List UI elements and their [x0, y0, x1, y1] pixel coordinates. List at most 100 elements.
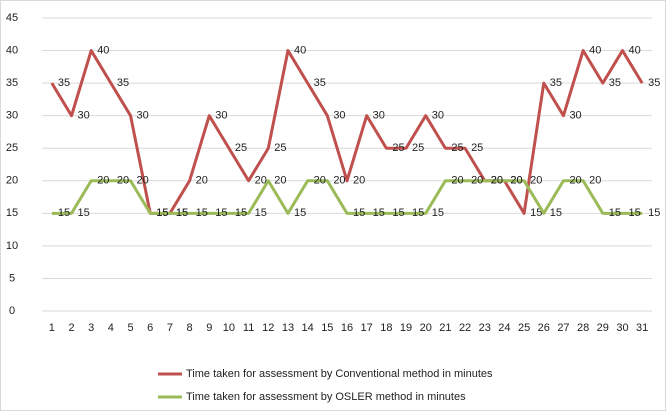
data-label: 25 — [235, 142, 247, 154]
x-tick-label: 3 — [88, 322, 94, 334]
x-tick-label: 13 — [282, 322, 294, 334]
data-label: 20 — [97, 175, 109, 187]
data-label: 40 — [589, 44, 601, 56]
legend-label: Time taken for assessment by Conventiona… — [186, 368, 493, 380]
data-label: 15 — [628, 207, 640, 219]
data-label: 15 — [196, 207, 208, 219]
x-tick-label: 10 — [223, 322, 235, 334]
x-tick-label: 17 — [361, 322, 373, 334]
data-label: 35 — [648, 77, 660, 89]
data-label: 30 — [215, 110, 227, 122]
data-label: 30 — [333, 110, 345, 122]
x-tick-label: 9 — [206, 322, 212, 334]
data-label: 30 — [432, 110, 444, 122]
x-tick-label: 23 — [479, 322, 491, 334]
x-tick-label: 24 — [498, 322, 510, 334]
y-tick-label: 15 — [6, 207, 18, 219]
y-tick-label: 10 — [6, 240, 18, 252]
data-label: 20 — [510, 175, 522, 187]
series-line — [51, 179, 643, 215]
data-label: 25 — [412, 142, 424, 154]
legend-label: Time taken for assessment by OSLER metho… — [186, 391, 466, 403]
x-tick-label: 6 — [147, 322, 153, 334]
data-label: 15 — [255, 207, 267, 219]
data-label: 20 — [274, 175, 286, 187]
data-label: 40 — [628, 44, 640, 56]
x-tick-label: 28 — [577, 322, 589, 334]
x-tick-label: 1 — [49, 322, 55, 334]
y-tick-label: 35 — [6, 77, 18, 89]
x-tick-label: 8 — [187, 322, 193, 334]
data-label: 35 — [314, 77, 326, 89]
x-tick-label: 11 — [243, 322, 254, 334]
data-label: 15 — [550, 207, 562, 219]
x-tick-label: 31 — [636, 322, 648, 334]
x-tick-label: 5 — [127, 322, 133, 334]
data-label: 15 — [373, 207, 385, 219]
data-label: 15 — [215, 207, 227, 219]
y-tick-label: 30 — [6, 110, 18, 122]
x-tick-label: 25 — [518, 322, 530, 334]
x-tick-label: 30 — [616, 322, 628, 334]
data-label: 15 — [294, 207, 306, 219]
data-label: 20 — [314, 175, 326, 187]
data-label: 15 — [530, 207, 542, 219]
data-label: 25 — [451, 142, 463, 154]
data-label: 20 — [137, 175, 149, 187]
x-tick-label: 12 — [262, 322, 274, 334]
data-label: 20 — [589, 175, 601, 187]
data-label: 15 — [392, 207, 404, 219]
x-tick-label: 19 — [400, 322, 412, 334]
x-tick-label: 22 — [459, 322, 471, 334]
y-tick-label: 20 — [6, 175, 18, 187]
data-label: 20 — [117, 175, 129, 187]
data-label: 40 — [294, 44, 306, 56]
data-label: 15 — [78, 207, 90, 219]
data-label: 25 — [471, 142, 483, 154]
data-label: 15 — [412, 207, 424, 219]
y-tick-label: 0 — [9, 305, 15, 317]
x-tick-label: 21 — [439, 322, 451, 334]
data-label: 15 — [58, 207, 70, 219]
data-label: 25 — [392, 142, 404, 154]
data-label: 20 — [530, 175, 542, 187]
x-tick-label: 15 — [321, 322, 333, 334]
data-label: 20 — [255, 175, 267, 187]
x-tick-label: 4 — [108, 322, 114, 334]
x-tick-label: 14 — [302, 322, 314, 334]
data-label: 20 — [569, 175, 581, 187]
x-tick-label: 2 — [68, 322, 74, 334]
data-label: 15 — [609, 207, 621, 219]
data-label: 30 — [137, 110, 149, 122]
data-label: 15 — [235, 207, 247, 219]
data-label: 20 — [196, 175, 208, 187]
data-label: 15 — [156, 207, 168, 219]
data-label: 15 — [176, 207, 188, 219]
y-tick-label: 25 — [6, 142, 18, 154]
x-tick-label: 20 — [420, 322, 432, 334]
y-tick-label: 40 — [6, 44, 18, 56]
data-label: 20 — [471, 175, 483, 187]
data-label: 35 — [117, 77, 129, 89]
x-tick-label: 7 — [167, 322, 173, 334]
x-tick-label: 27 — [557, 322, 569, 334]
data-label: 40 — [97, 44, 109, 56]
data-label: 35 — [609, 77, 621, 89]
data-label: 20 — [353, 175, 365, 187]
data-label: 25 — [274, 142, 286, 154]
data-label: 20 — [333, 175, 345, 187]
x-tick-label: 29 — [597, 322, 609, 334]
data-label: 30 — [569, 110, 581, 122]
data-label: 20 — [491, 175, 503, 187]
data-label: 35 — [58, 77, 70, 89]
x-tick-label: 26 — [538, 322, 550, 334]
x-tick-label: 16 — [341, 322, 353, 334]
data-label: 20 — [451, 175, 463, 187]
data-label: 30 — [78, 110, 90, 122]
y-tick-label: 45 — [6, 12, 18, 24]
data-label: 15 — [648, 207, 660, 219]
data-label: 35 — [550, 77, 562, 89]
y-tick-label: 5 — [9, 272, 15, 284]
x-tick-label: 18 — [380, 322, 392, 334]
